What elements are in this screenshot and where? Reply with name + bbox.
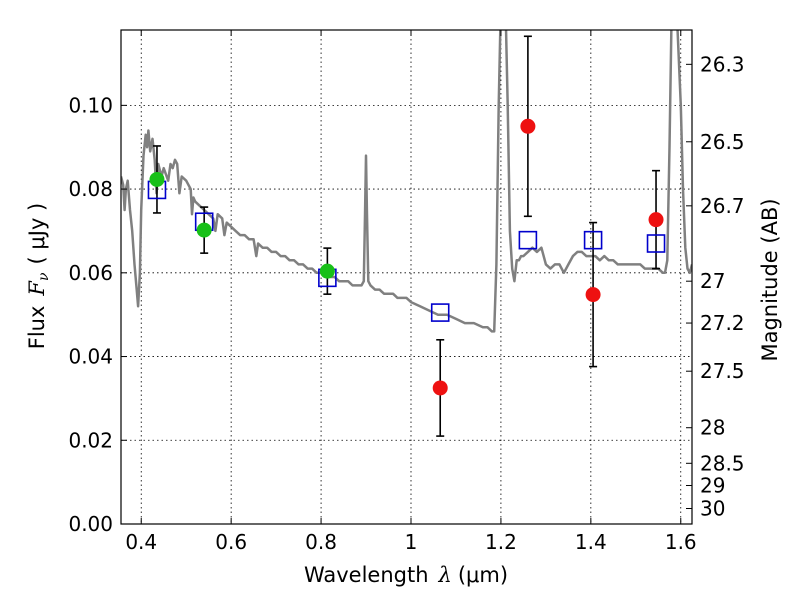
x-tick-label: 1.2 [485,530,517,554]
photometry-point-green [149,171,165,187]
photometry-point-green [319,263,335,279]
y2-tick-label: 26.5 [700,130,745,154]
y-tick-label: 0.08 [68,177,113,201]
photometry-point-green [196,222,212,238]
x-axis-label-unit: (μm) [458,563,508,587]
y-tick-label: 0.00 [68,512,113,536]
x-tick-label: 0.6 [215,530,247,554]
y2-axis-label: Magnitude (AB) [758,198,782,361]
y-tick-label: 0.06 [68,261,113,285]
plot-area [121,30,692,524]
y2-tick-label: 28 [700,416,725,440]
y-tick-label: 0.02 [68,428,113,452]
photometry-point-red [432,380,448,396]
x-tick-label: 0.4 [125,530,157,554]
x-axis-label: Wavelength λ (μm) [304,563,508,587]
model-spectrum-line [121,30,692,333]
plot-frame [120,29,693,525]
model-point-marker [518,230,538,250]
errorbar-layer [152,35,661,437]
x-tick-label: 1.6 [665,530,697,554]
model-point-marker [430,303,450,322]
y2-tick-label: 28.5 [700,451,745,475]
photometry-point-red [585,287,601,303]
x-axis-label-symbol: λ [438,563,452,587]
y2-tick-label: 27.2 [700,311,745,335]
y2-tick-label: 27 [700,269,725,293]
photometry-points-layer [149,118,664,396]
y-axis-label: Flux Fν ( μJy ) [25,203,52,349]
y-tick-label: 0.04 [68,345,113,369]
x-tick-label: 0.8 [305,530,337,554]
x-tick-label: 1.4 [575,530,607,554]
y2-tick-label: 26.7 [700,194,745,218]
y2-tick-label: 26.3 [700,52,745,76]
spectrum-layer [121,30,692,333]
model-point-marker [646,234,666,253]
x-tick-label: 1 [405,530,418,554]
model-point-marker [583,230,603,250]
photometry-point-red [648,212,664,228]
y-axis-label-unit: ( μJy ) [25,203,49,265]
ticks: 0.4 0.6 0.8 1 1.2 1.4 1.6 0.00 0.02 0.04 0.06 0.08 0… [68,30,745,554]
y-axis-label-subscript: ν [36,272,52,281]
y2-tick-label: 29 [700,473,725,497]
y-tick-label: 0.10 [68,93,113,117]
photometry-point-red [520,118,536,134]
y-axis-label-prefix: Flux [25,306,49,350]
y2-tick-label: 30 [700,497,725,521]
y-axis-label-symbol: F [25,280,49,297]
y2-tick-label: 27.5 [700,359,745,383]
x-axis-label-prefix: Wavelength [304,563,429,587]
